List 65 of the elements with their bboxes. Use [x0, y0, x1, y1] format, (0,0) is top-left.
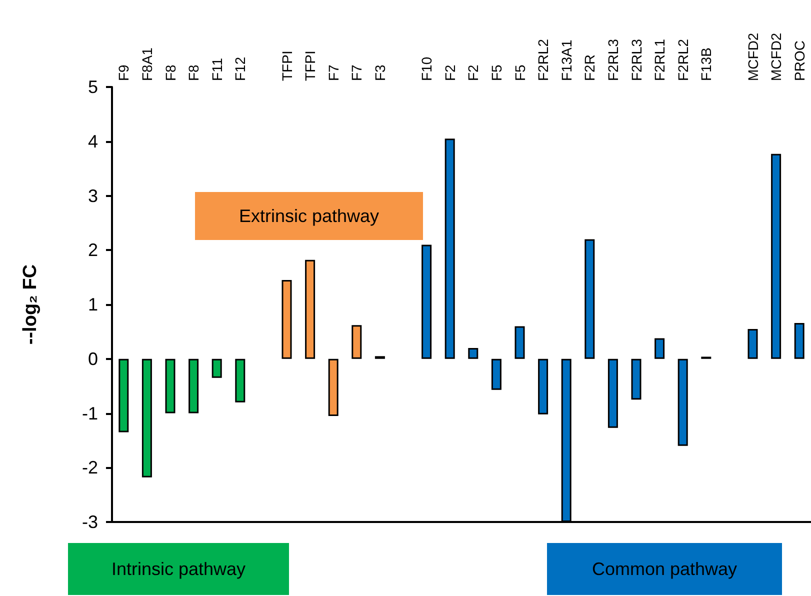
bar	[748, 328, 758, 359]
x-tick-label: F8	[162, 64, 178, 81]
bar	[538, 358, 548, 414]
x-tick-label: F3	[372, 64, 388, 81]
annotation: Extrinsic pathway	[238, 206, 380, 226]
y-tick-label: -2	[82, 458, 98, 478]
bar	[235, 358, 246, 402]
bar	[118, 358, 129, 432]
y-tick-label: -3	[82, 512, 98, 532]
bar	[328, 358, 338, 416]
bar	[584, 239, 595, 359]
bar	[352, 325, 362, 359]
y-tick-label: 4	[88, 131, 98, 152]
x-tick-label: MCFD2	[744, 32, 761, 81]
label-box: Intrinsic pathway	[68, 543, 289, 595]
x-tick-label: F11	[208, 58, 225, 81]
label-box: Common pathway	[547, 543, 782, 595]
x-tick-label: F10	[418, 56, 435, 81]
y-tick-label: -1	[82, 403, 98, 424]
x-tick-label: F7	[348, 64, 365, 81]
x-tick-label: F2RL3	[604, 38, 621, 81]
bar	[468, 348, 478, 359]
label-box: Extrinsic pathway	[195, 192, 423, 240]
bar	[422, 244, 432, 359]
x-tick-label: F9	[116, 64, 132, 81]
x-tick-label: F2RL3	[628, 38, 644, 81]
y-tick-label: 3	[88, 186, 98, 206]
bar	[678, 358, 688, 446]
x-tick-label: F13B	[698, 48, 714, 81]
y-axis-title: --log₂ FC	[20, 264, 41, 345]
x-tick-label: F7	[325, 64, 342, 81]
x-tick-label: F5	[488, 64, 504, 81]
x-tick-label: F2R	[582, 54, 598, 81]
x-tick-label: F2	[442, 64, 458, 81]
bar	[444, 138, 455, 359]
x-tick-label: F12	[232, 56, 248, 81]
bar	[491, 358, 502, 390]
bar	[514, 326, 525, 359]
bar	[188, 358, 199, 414]
x-tick-label: PROC	[791, 40, 808, 81]
bar	[165, 358, 176, 414]
x-tick-label: F2RL1	[652, 38, 668, 81]
x-tick-label: F8	[186, 64, 202, 81]
x-tick-label: F8A1	[138, 47, 155, 81]
bar	[771, 154, 782, 359]
x-tick-label: F2	[465, 64, 482, 81]
x-tick-label: F2RL2	[674, 38, 691, 81]
bar	[305, 260, 316, 359]
bar	[654, 338, 665, 359]
bar	[282, 280, 292, 359]
x-tick-label: F5	[512, 64, 528, 81]
bar	[794, 322, 804, 359]
x-tick-label: MCFD2	[768, 32, 784, 81]
x-tick-label: F2RL2	[535, 38, 552, 81]
bar	[631, 358, 642, 400]
y-tick-label: 2	[88, 240, 98, 260]
bar	[142, 358, 152, 478]
x-tick-label: TFPI	[278, 50, 295, 81]
y-tick-label: 5	[88, 77, 98, 97]
bar	[212, 358, 222, 378]
x-tick-label: TFPI	[302, 50, 318, 81]
x-tick-label: F13A1	[558, 40, 574, 81]
bar	[608, 358, 618, 428]
y-tick-label: 0	[88, 348, 98, 369]
y-tick-label: 1	[88, 294, 98, 314]
